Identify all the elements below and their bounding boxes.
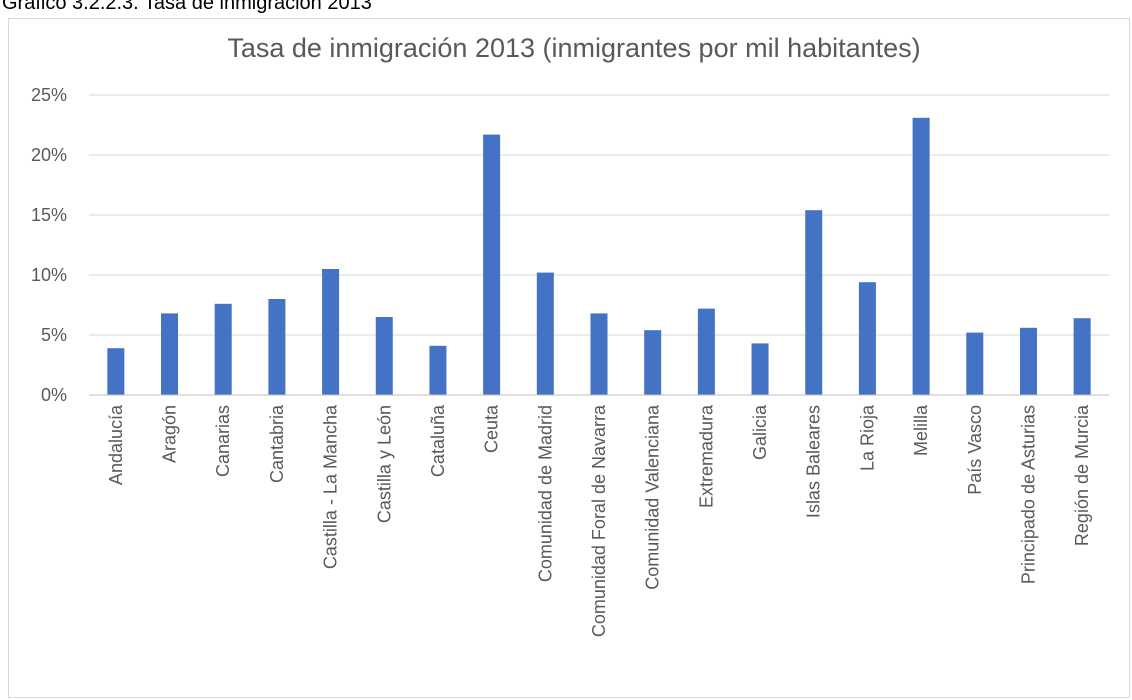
bar bbox=[268, 299, 286, 395]
bar bbox=[322, 269, 340, 395]
bar bbox=[1019, 327, 1037, 395]
x-category-label: Región de Murcia bbox=[1072, 404, 1092, 546]
chart-area: Tasa de inmigración 2013 (inmigrantes po… bbox=[8, 18, 1130, 698]
bar bbox=[751, 343, 769, 395]
x-category-label: Aragón bbox=[160, 405, 180, 463]
x-category-label: Cataluña bbox=[428, 404, 448, 477]
bar-chart: Tasa de inmigración 2013 (inmigrantes po… bbox=[31, 33, 1109, 637]
bar bbox=[697, 308, 715, 395]
bar bbox=[107, 348, 125, 395]
bars bbox=[107, 117, 1091, 396]
x-category-label: Andalucía bbox=[106, 404, 126, 485]
x-category-label: Ceuta bbox=[482, 404, 502, 453]
document-caption: Gráfico 3.2.2.3. Tasa de inmigración 201… bbox=[2, 0, 372, 14]
y-tick-label: 20% bbox=[31, 145, 67, 165]
x-category-label: Extremadura bbox=[696, 404, 716, 508]
y-axis-tick-labels: 0% 5% 10% 15% 20% 25% bbox=[31, 85, 67, 405]
x-category-label: Islas Baleares bbox=[804, 405, 824, 518]
y-tick-label: 5% bbox=[41, 325, 67, 345]
chart-title: Tasa de inmigración 2013 (inmigrantes po… bbox=[227, 33, 920, 63]
bar bbox=[161, 313, 179, 395]
x-category-label: Canarias bbox=[213, 405, 233, 477]
bar bbox=[590, 313, 608, 395]
x-category-label: Galicia bbox=[750, 404, 770, 460]
bar bbox=[483, 134, 501, 395]
x-axis-category-labels: Andalucía Aragón Canarias Cantabria Castilla… bbox=[106, 404, 1092, 637]
x-category-label: Principado de Asturias bbox=[1018, 405, 1038, 584]
bar bbox=[966, 332, 984, 395]
bar bbox=[375, 317, 393, 395]
bar bbox=[429, 345, 447, 395]
x-category-label: País Vasco bbox=[965, 405, 985, 495]
bar bbox=[1073, 318, 1091, 395]
bar bbox=[644, 330, 662, 395]
bar bbox=[912, 117, 930, 396]
x-category-label: Comunidad Valenciana bbox=[643, 404, 663, 590]
bar bbox=[536, 272, 554, 395]
x-category-label: Comunidad de Madrid bbox=[535, 405, 555, 582]
bar bbox=[214, 303, 232, 395]
y-tick-label: 25% bbox=[31, 85, 67, 105]
x-category-label: Comunidad Foral de Navarra bbox=[589, 404, 609, 637]
y-tick-label: 15% bbox=[31, 205, 67, 225]
bar bbox=[805, 210, 823, 395]
y-tick-label: 10% bbox=[31, 265, 67, 285]
x-category-label: La Rioja bbox=[857, 404, 877, 471]
x-category-label: Melilla bbox=[911, 404, 931, 456]
y-tick-label: 0% bbox=[41, 385, 67, 405]
bar bbox=[858, 282, 876, 395]
gridlines bbox=[89, 94, 1109, 336]
x-category-label: Castilla - La Mancha bbox=[321, 404, 341, 569]
x-category-label: Castilla y León bbox=[374, 405, 394, 523]
x-category-label: Cantabria bbox=[267, 404, 287, 483]
